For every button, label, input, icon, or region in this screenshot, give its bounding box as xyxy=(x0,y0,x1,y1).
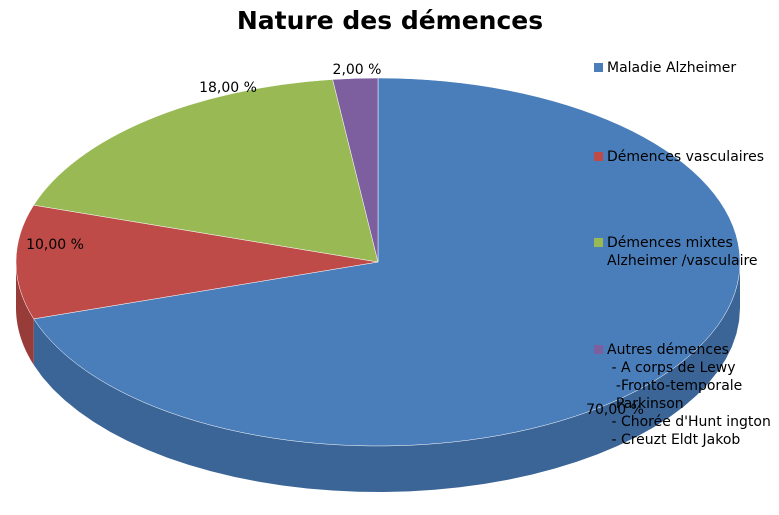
data-label: 10,00 % xyxy=(26,237,84,253)
data-label: 18,00 % xyxy=(199,80,257,96)
legend-entry: Autres démences - A corps de Lewy -Front… xyxy=(607,342,771,448)
slice-side xyxy=(33,262,741,492)
legend-entry: Démences vasculaires xyxy=(607,149,765,165)
data-label: 70,00 % xyxy=(586,402,644,418)
slice xyxy=(15,204,379,320)
slice xyxy=(33,77,741,447)
legend-swatch xyxy=(594,345,603,354)
legend-swatch xyxy=(594,63,603,72)
legend-swatch xyxy=(594,238,603,247)
slice xyxy=(33,79,379,263)
legend-entry: Maladie Alzheimer xyxy=(607,60,737,76)
slice xyxy=(332,77,379,263)
data-label: 2,00 % xyxy=(333,62,382,78)
legend-entry: Démences mixtes Alzheimer /vasculaire xyxy=(607,235,758,269)
slice-side xyxy=(16,262,34,365)
legend-swatch xyxy=(594,152,603,161)
chart-title: Nature des démences xyxy=(237,6,543,35)
